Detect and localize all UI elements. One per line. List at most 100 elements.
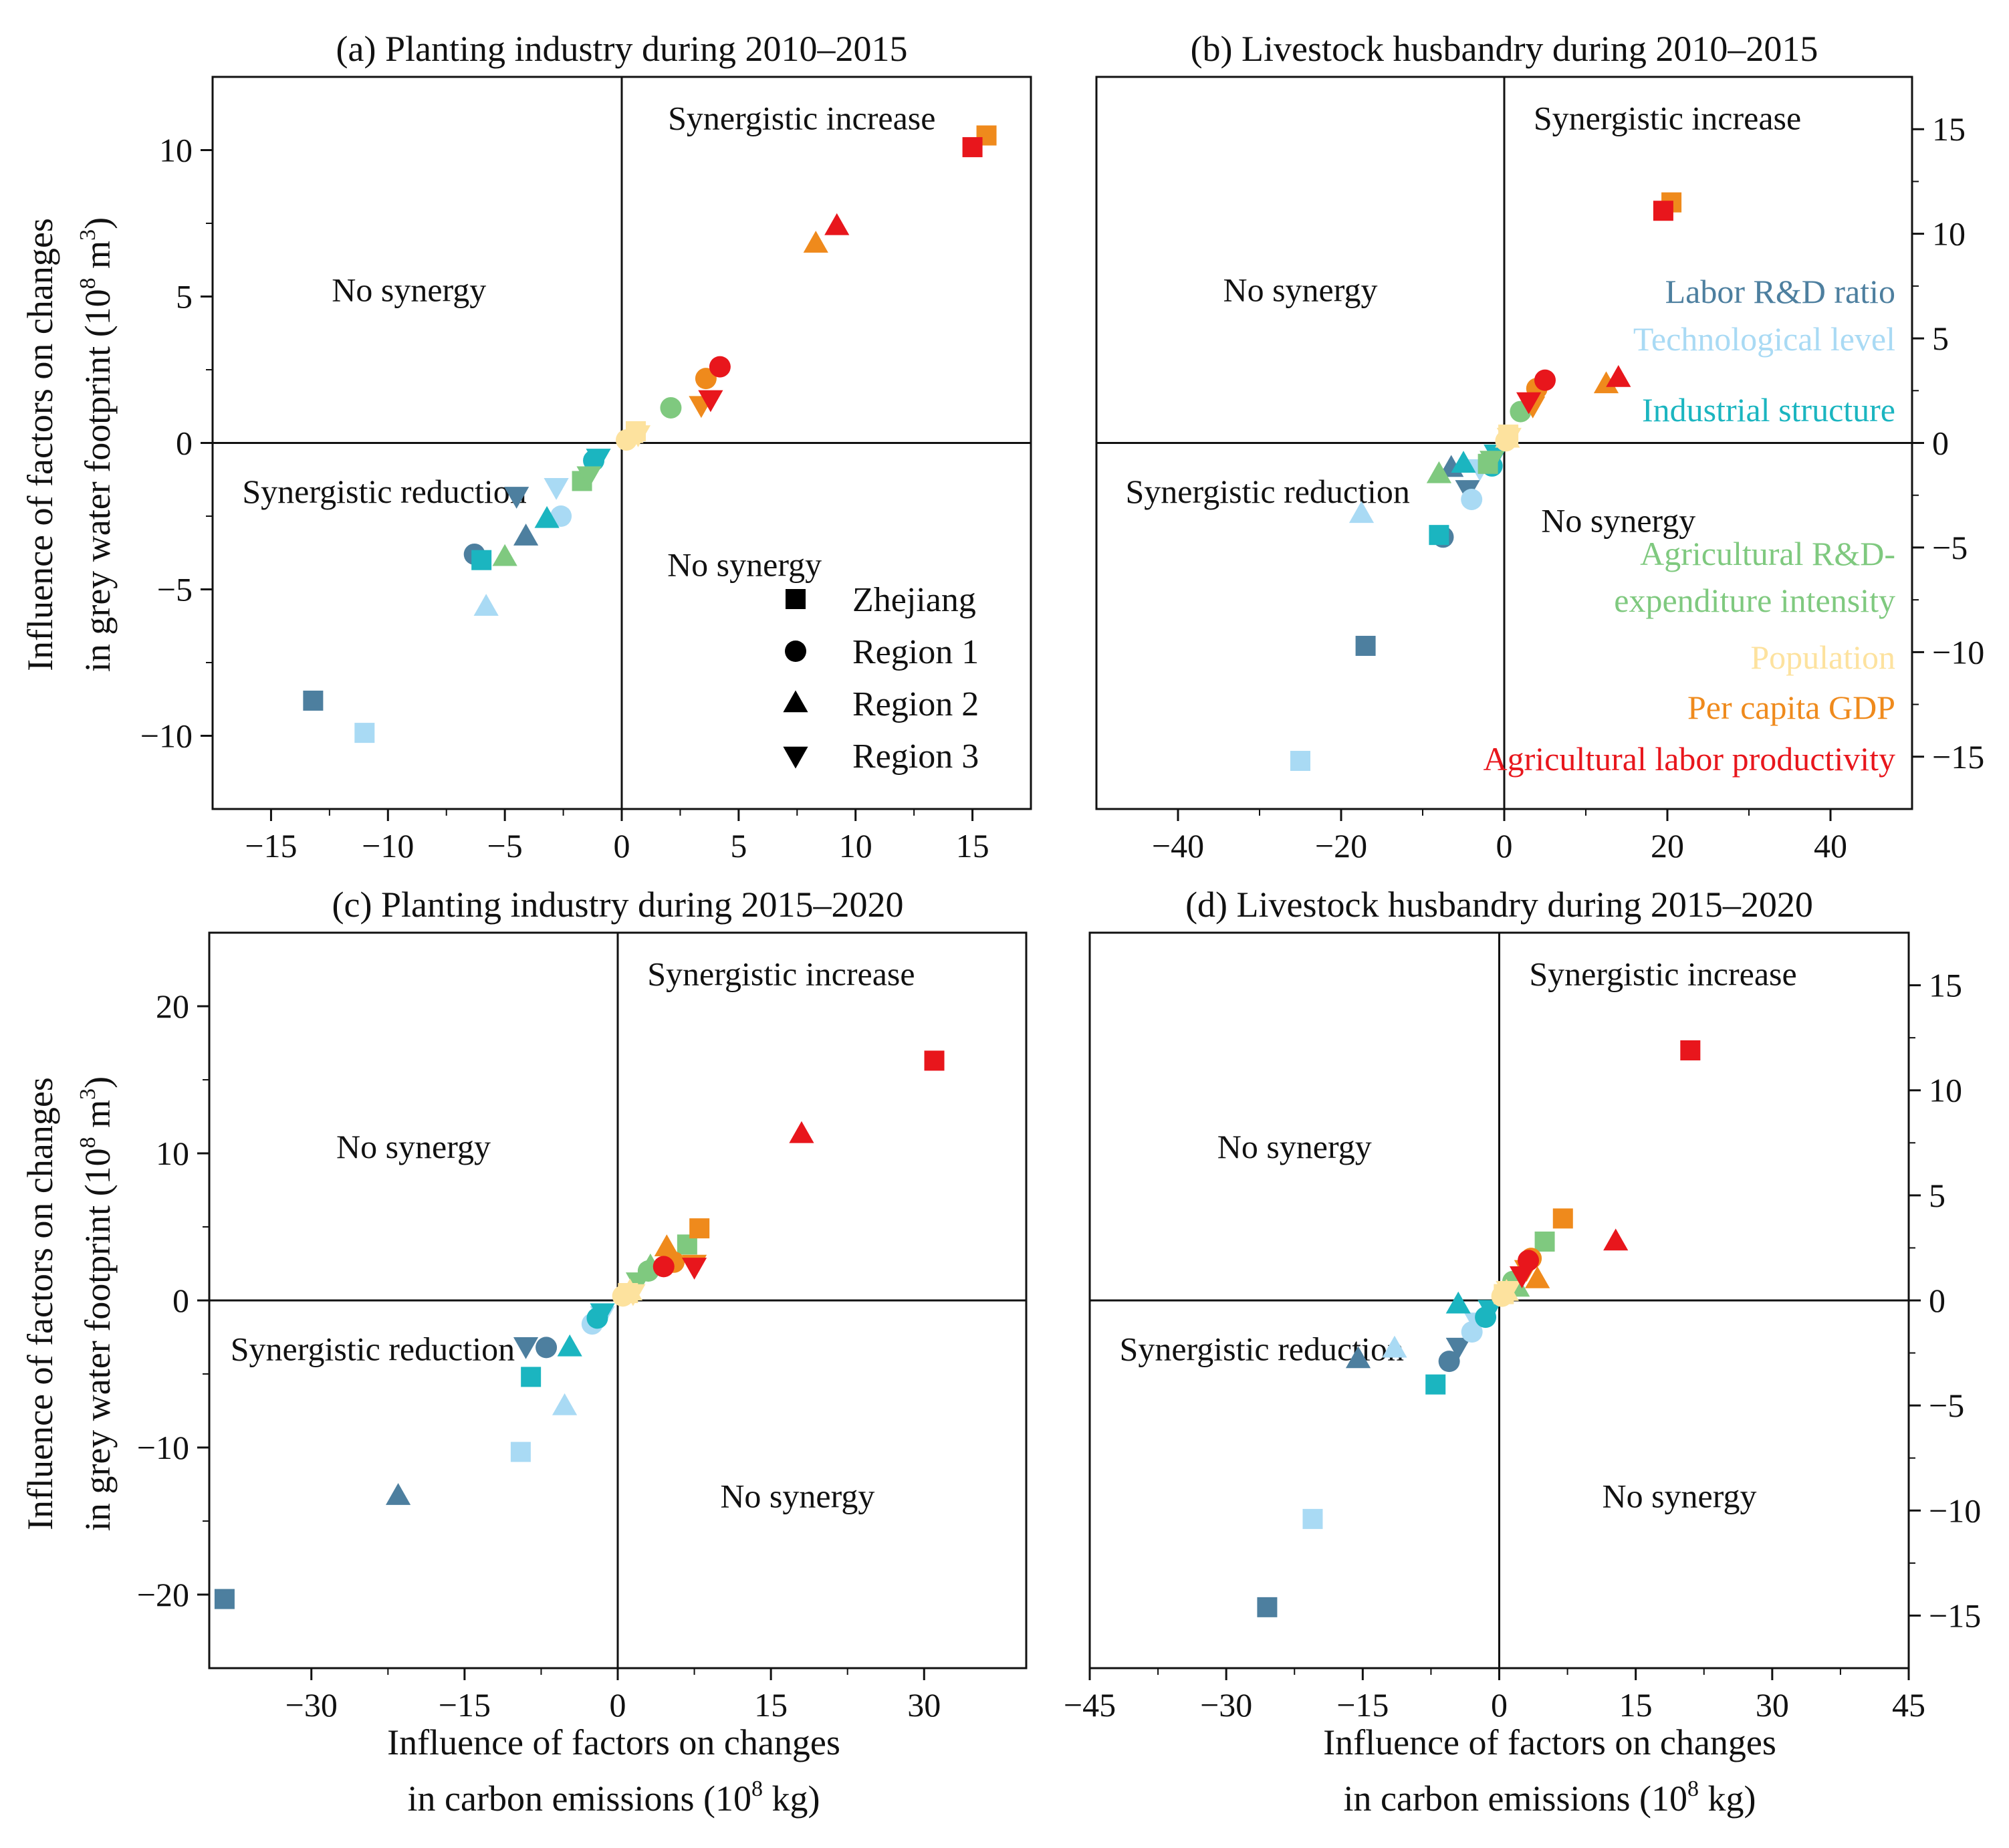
quadrant-label-no-synergy-top: No synergy [332, 271, 486, 309]
point-agri_labor-triangle [1603, 1228, 1629, 1251]
x-tick-label: 30 [1756, 1686, 1789, 1724]
point-tech-triangle [1348, 501, 1375, 524]
factor-legend-gdp: Per capita GDP [1687, 689, 1895, 726]
point-agri_labor-circle [653, 1256, 675, 1278]
x-tick-label: 0 [610, 1686, 626, 1724]
point-labor_rd-triangle [385, 1483, 411, 1505]
y-tick-label: 5 [1932, 320, 1949, 357]
point-industrial-triangle-down [590, 1303, 615, 1326]
factor-legend-labor_rd: Labor R&D ratio [1665, 273, 1895, 310]
point-agri_rd-triangle [492, 544, 517, 566]
panel-b: (b) Livestock husbandry during 2010–2015… [1095, 29, 1984, 864]
region-legend: Zhejiang Region 1 Region 2 Region 3 [783, 581, 979, 776]
point-agri_labor-triangle-down [1516, 392, 1542, 415]
legend-marker-circle [785, 641, 806, 662]
point-labor_rd-triangle-down [504, 487, 529, 509]
quadrant-label-synergistic-increase: Synergistic increase [1529, 955, 1796, 993]
y-label-unit: m [78, 1100, 118, 1137]
panel-a-title: (a) Planting industry during 2010–2015 [336, 29, 908, 69]
point-tech-square [510, 1441, 531, 1462]
y-tick-label: −5 [1929, 1387, 1964, 1424]
point-labor_rd-triangle [513, 524, 539, 546]
legend-marker-triangle-down [783, 746, 808, 769]
x-tick-label: 30 [907, 1686, 941, 1724]
y-tick-label: 15 [1929, 967, 1962, 1004]
legend-label-square: Zhejiang [852, 581, 976, 619]
x-tick-label: 15 [956, 827, 989, 864]
x-tick-label: −15 [439, 1686, 491, 1724]
legend-marker-triangle [783, 690, 808, 713]
point-tech-triangle [1382, 1335, 1407, 1358]
x-tick-label: −10 [362, 827, 414, 864]
point-industrial-triangle-down [586, 449, 611, 471]
point-agri_labor-circle [1534, 369, 1556, 391]
x-tick-label: −15 [245, 827, 297, 864]
x-tick-label: 40 [1814, 827, 1847, 864]
point-gdp-triangle [1525, 1266, 1550, 1288]
point-labor_rd-square [1257, 1597, 1278, 1617]
x-tick-label: 0 [1496, 827, 1513, 864]
y-tick-label: −20 [137, 1576, 189, 1613]
x-label-text: in carbon emissions (10 [1344, 1778, 1687, 1819]
y-axis-label-bottom-line-1: Influence of factors on changes [20, 1077, 60, 1530]
point-labor_rd-triangle [1345, 1346, 1371, 1369]
panel-c: (c) Planting industry during 2015–2020 −3… [137, 885, 1028, 1724]
point-labor_rd-triangle-down [1445, 1337, 1471, 1360]
point-agri_rd-triangle-down [576, 466, 602, 489]
y-tick-label: −15 [1932, 738, 1984, 776]
point-gdp-triangle [1593, 371, 1619, 394]
y-label-unit-exp: 3 [76, 1088, 100, 1100]
x-axis-label-right-line-1: Influence of factors on changes [1323, 1722, 1776, 1762]
point-labor_rd-triangle-down [513, 1337, 539, 1359]
quadrant-label-synergistic-reduction: Synergistic reduction [242, 473, 526, 510]
y-tick-label: −10 [140, 717, 193, 755]
quadrant-label-synergistic-increase: Synergistic increase [647, 955, 915, 993]
legend-label-circle: Region 1 [852, 633, 979, 671]
quadrant-label-synergistic-increase: Synergistic increase [668, 99, 935, 136]
x-tick-label: −45 [1064, 1686, 1116, 1724]
point-tech-triangle-down [544, 477, 569, 500]
factor-legend: Labor R&D ratio Technological level Indust… [1483, 273, 1895, 778]
y-axis-label-top-line-2: in grey water footprint (108 m3) [76, 217, 118, 672]
point-industrial-square [521, 1367, 542, 1387]
point-labor_rd-square [303, 690, 324, 711]
point-population-triangle-down [625, 425, 651, 447]
y-tick-label: −10 [1929, 1492, 1981, 1529]
point-agri_rd-circle [660, 396, 682, 419]
y-tick-label: 10 [1932, 215, 1966, 253]
y-label-unit-exp: 3 [76, 229, 100, 241]
y-label-close: ) [78, 1076, 118, 1088]
point-gdp-triangle [803, 231, 828, 253]
point-tech-square [1302, 1508, 1323, 1529]
factor-legend-agri_rd: expenditure intensity [1614, 582, 1895, 619]
y-label-text: in grey water footprint (10 [78, 289, 118, 672]
y-tick-label: 0 [172, 1282, 189, 1319]
x-tick-label: 45 [1892, 1686, 1925, 1724]
x-label-exp: 8 [751, 1776, 763, 1801]
y-label-unit: m [78, 241, 118, 278]
y-tick-label: 10 [156, 1135, 189, 1172]
quadrant-label-no-synergy-bottom: No synergy [1602, 1478, 1756, 1515]
point-labor_rd-circle [536, 1337, 558, 1359]
point-agri_labor-triangle-down [1509, 1266, 1535, 1288]
point-agri_rd-triangle-down [1480, 451, 1505, 473]
x-tick-label: 20 [1651, 827, 1684, 864]
point-industrial-square [1425, 1374, 1446, 1395]
point-population-triangle-down [1496, 427, 1522, 450]
y-axis-label-bottom-line-2: in grey water footprint (108 m3) [76, 1076, 118, 1531]
factor-legend-agri_rd: Agricultural R&D- [1640, 535, 1895, 572]
y-tick-label: −10 [1932, 633, 1984, 671]
point-gdp-square [1552, 1208, 1573, 1229]
point-gdp-triangle [654, 1234, 679, 1257]
point-agri_labor-circle [709, 356, 731, 378]
point-agri_labor-triangle [789, 1121, 814, 1143]
y-tick-label: 10 [1929, 1072, 1962, 1109]
y-label-exp: 8 [76, 277, 100, 289]
x-axis-label-right-line-2: in carbon emissions (108 kg) [1344, 1776, 1756, 1819]
legend-label-triangle-down: Region 3 [852, 737, 979, 776]
point-population-triangle-down [620, 1284, 646, 1306]
legend-label-triangle: Region 2 [852, 685, 979, 723]
x-axis-label-left-line-1: Influence of factors on changes [387, 1722, 840, 1762]
point-agri_labor-square [1653, 201, 1673, 221]
